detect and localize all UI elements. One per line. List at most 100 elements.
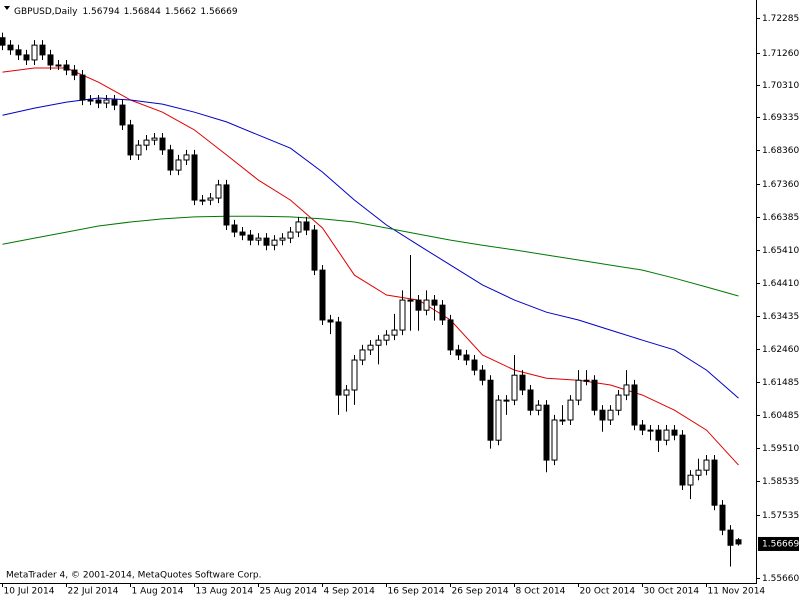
candle-body: [511, 374, 518, 401]
x-tick-label: 8 Oct 2014: [516, 587, 566, 597]
candle-body: [711, 459, 718, 506]
last-low: 1.5662: [165, 7, 197, 17]
candle-body: [703, 459, 710, 471]
candle-body: [87, 99, 94, 102]
candle-body: [207, 197, 214, 201]
current-price-label: 1.56669: [762, 539, 799, 549]
candle-body: [71, 69, 78, 76]
candle-body: [79, 74, 86, 101]
candle-body: [343, 389, 350, 396]
candle-body: [583, 379, 590, 382]
candle-body: [447, 319, 454, 351]
candle-body: [527, 389, 534, 411]
candle-body: [151, 137, 158, 141]
candle-body: [167, 149, 174, 171]
candle-body: [719, 504, 726, 531]
candle-body: [247, 234, 254, 241]
candle-body: [399, 299, 406, 331]
y-tick-label: 1.60485: [762, 411, 799, 421]
last-close: 1.56669: [200, 7, 237, 17]
candle-body: [559, 419, 566, 422]
y-tick-label: 1.69335: [762, 113, 799, 123]
candle-body: [455, 349, 462, 356]
candle-body: [687, 474, 694, 486]
candle-body: [439, 304, 446, 321]
candle-body: [551, 419, 558, 461]
candle-body: [351, 359, 358, 391]
candle-body: [159, 137, 166, 151]
y-tick-label: 1.68360: [762, 146, 799, 156]
candle-body: [279, 237, 286, 241]
y-tick-label: 1.72285: [762, 14, 799, 24]
candle-body: [519, 374, 526, 391]
candle-body: [663, 429, 670, 441]
candle-body: [47, 54, 54, 66]
moving-average: [2, 215, 739, 297]
current-price-box: [758, 536, 799, 551]
candle-body: [119, 104, 126, 126]
menu-icon[interactable]: [4, 6, 10, 10]
y-tick-label: 1.63435: [762, 312, 799, 322]
y-tick-label: 1.58535: [762, 477, 799, 487]
candle-body: [679, 434, 686, 486]
candle-body: [319, 269, 326, 321]
candle-body: [271, 239, 278, 246]
x-tick-label: 1 Aug 2014: [132, 587, 184, 597]
moving-average: [2, 67, 739, 466]
last-high: 1.56844: [124, 7, 161, 17]
candle-body: [479, 369, 486, 381]
candle-body: [327, 319, 334, 323]
candle-body: [39, 44, 46, 56]
plot-area: [0, 32, 742, 567]
candle-body: [215, 184, 222, 199]
candle-body: [55, 64, 62, 67]
candle-body: [95, 99, 102, 104]
candle-body: [567, 399, 574, 421]
footer: MetaTrader 4, © 2001-2014, MetaQuotes So…: [6, 571, 262, 581]
y-tick-label: 1.62460: [762, 345, 799, 355]
y-tick-label: 1.67360: [762, 180, 799, 190]
x-tick-label: 20 Oct 2014: [580, 587, 636, 597]
candle-body: [623, 384, 630, 396]
candle-body: [671, 429, 678, 436]
candle-body: [231, 224, 238, 233]
candle-body: [591, 379, 598, 411]
candle-body: [463, 354, 470, 361]
candle-body: [15, 49, 22, 56]
candle-body: [135, 144, 142, 156]
candle-body: [0, 37, 6, 46]
candle-body: [183, 154, 190, 161]
candle-body: [63, 64, 70, 71]
candle-body: [415, 299, 422, 311]
candle-body: [335, 321, 342, 396]
candle-body: [375, 339, 382, 346]
candle-body: [423, 299, 430, 311]
candle-body: [599, 409, 606, 421]
candle-body: [615, 394, 622, 411]
y-tick-label: 1.66385: [762, 213, 799, 223]
candle-body: [367, 344, 374, 351]
candle-body: [543, 404, 550, 461]
candle-body: [263, 237, 270, 246]
candle-body: [695, 469, 702, 476]
candle-body: [487, 379, 494, 441]
candle-body: [495, 399, 502, 441]
y-tick-label: 1.59510: [762, 444, 799, 454]
candle-body: [111, 99, 118, 106]
candle-body: [127, 124, 134, 156]
x-tick-label: 26 Sep 2014: [452, 587, 509, 597]
x-tick-label: 4 Sep 2014: [324, 587, 376, 597]
candle-body: [607, 409, 614, 421]
moving-average: [2, 97, 739, 399]
chart-header: GBPUSD,Daily 1.56794 1.56844 1.5662 1.56669: [14, 7, 238, 17]
y-tick-label: 1.65410: [762, 246, 799, 256]
candle-body: [359, 349, 366, 361]
candle-body: [471, 359, 478, 371]
candle-body: [647, 429, 654, 432]
candle-body: [199, 199, 206, 202]
x-tick-label: 30 Oct 2014: [644, 587, 700, 597]
candle-body: [407, 299, 414, 302]
candle-body: [223, 184, 230, 226]
y-tick-label: 1.57535: [762, 511, 799, 521]
